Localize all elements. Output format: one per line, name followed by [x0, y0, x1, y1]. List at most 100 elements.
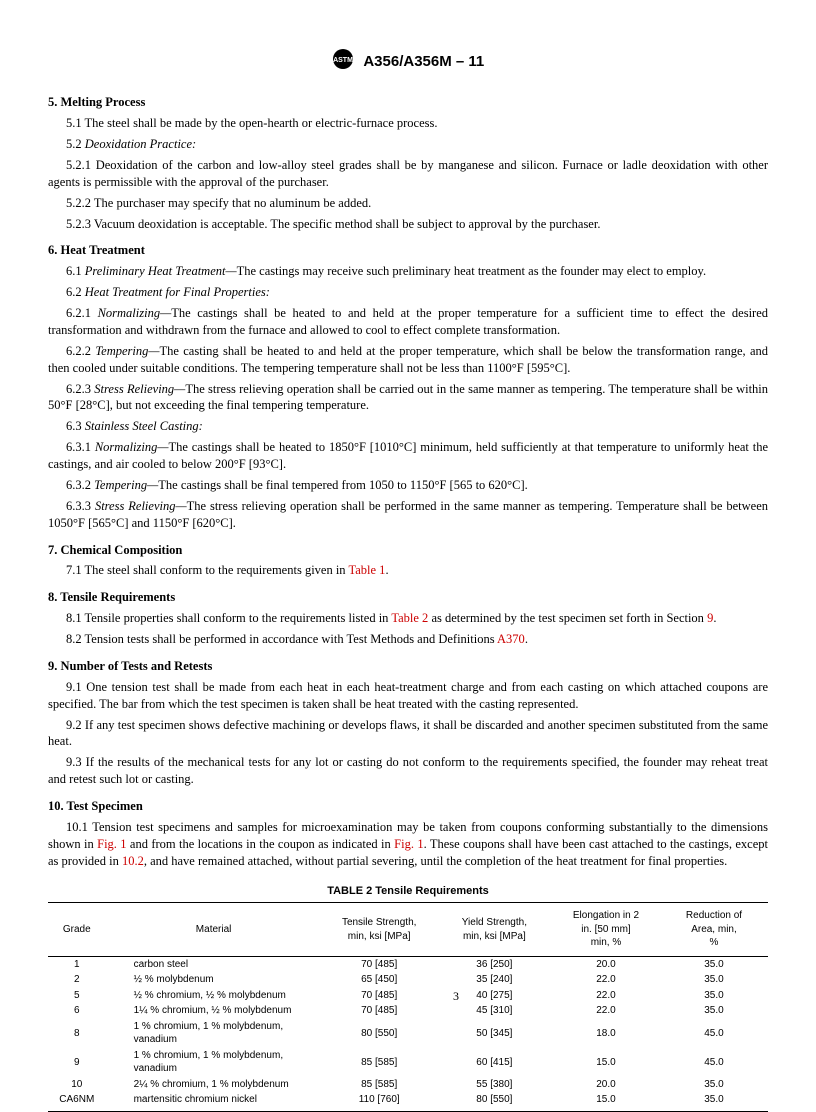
- table-cell: 35.0: [660, 1092, 768, 1111]
- table-cell: ½ % molybdenum: [106, 972, 322, 988]
- para-8-1: 8.1 Tensile properties shall conform to …: [48, 610, 768, 627]
- table-row: 61¼ % chromium, ½ % molybdenum70 [485]45…: [48, 1003, 768, 1019]
- para-9-1: 9.1 One tension test shall be made from …: [48, 679, 768, 713]
- section-7-heading: 7. Chemical Composition: [48, 542, 768, 559]
- p6-3-2-label: Tempering—: [94, 478, 158, 492]
- p8-2-a: 8.2 Tension tests shall be performed in …: [66, 632, 497, 646]
- fig-1-link-b[interactable]: Fig. 1: [394, 837, 423, 851]
- para-5-2-1: 5.2.1 Deoxidation of the carbon and low-…: [48, 157, 768, 191]
- para-6-3-2: 6.3.2 Tempering—The castings shall be fi…: [48, 477, 768, 494]
- table-cell: 8: [48, 1019, 106, 1048]
- table-row: 2½ % molybdenum65 [450]35 [240]22.035.0: [48, 972, 768, 988]
- p6-3-2-pre: 6.3.2: [66, 478, 94, 492]
- table-cell: 20.0: [552, 1077, 660, 1093]
- p6-3-3-label: Stress Relieving—: [95, 499, 187, 513]
- p8-2-b: .: [525, 632, 528, 646]
- col-tensile: Tensile Strength, min, ksi [MPa]: [322, 903, 437, 957]
- table-cell: 55 [380]: [437, 1077, 552, 1093]
- table-cell: 2: [48, 972, 106, 988]
- table-cell: 6: [48, 1003, 106, 1019]
- standard-number: A356/A356M – 11: [363, 53, 484, 70]
- table-cell: 50 [345]: [437, 1019, 552, 1048]
- para-9-3: 9.3 If the results of the mechanical tes…: [48, 754, 768, 788]
- p10-1-b: and from the locations in the coupon as …: [127, 837, 395, 851]
- table-cell: 2¼ % chromium, 1 % molybdenum: [106, 1077, 322, 1093]
- table-row: CA6NMmartensitic chromium nickel110 [760…: [48, 1092, 768, 1111]
- a370-link[interactable]: A370: [497, 632, 525, 646]
- para-10-1: 10.1 Tension test specimens and samples …: [48, 819, 768, 870]
- para-6-2: 6.2 Heat Treatment for Final Properties:: [48, 284, 768, 301]
- table-2-caption: TABLE 2 Tensile Requirements: [48, 884, 768, 899]
- p6-2-pre: 6.2: [66, 285, 85, 299]
- svg-text:ASTM: ASTM: [333, 57, 353, 64]
- table-row: 1carbon steel70 [485]36 [250]20.035.0: [48, 956, 768, 972]
- table-cell: 22.0: [552, 1003, 660, 1019]
- table-header-row: Grade Material Tensile Strength, min, ks…: [48, 903, 768, 957]
- table-cell: 80 [550]: [437, 1092, 552, 1111]
- p10-1-d: , and have remained attached, without pa…: [144, 854, 727, 868]
- p6-2-3-pre: 6.2.3: [66, 382, 94, 396]
- tensile-requirements-table: Grade Material Tensile Strength, min, ks…: [48, 902, 768, 1112]
- table-cell: 35.0: [660, 1003, 768, 1019]
- p6-2-2-label: Tempering—: [95, 344, 159, 358]
- table-cell: 1 % chromium, 1 % molybdenum, vanadium: [106, 1048, 322, 1077]
- table-cell: 15.0: [552, 1048, 660, 1077]
- para-6-3: 6.3 Stainless Steel Casting:: [48, 418, 768, 435]
- table-cell: 1¼ % chromium, ½ % molybdenum: [106, 1003, 322, 1019]
- p6-1-pre: 6.1: [66, 264, 85, 278]
- para-6-2-2: 6.2.2 Tempering—The casting shall be hea…: [48, 343, 768, 377]
- table-cell: martensitic chromium nickel: [106, 1092, 322, 1111]
- p7-1-b: .: [385, 563, 388, 577]
- p6-2-2-pre: 6.2.2: [66, 344, 95, 358]
- p6-2-label: Heat Treatment for Final Properties:: [85, 285, 270, 299]
- table-cell: 35.0: [660, 956, 768, 972]
- table-2-link[interactable]: Table 2: [391, 611, 428, 625]
- table-cell: 110 [760]: [322, 1092, 437, 1111]
- table-cell: 20.0: [552, 956, 660, 972]
- table-cell: 9: [48, 1048, 106, 1077]
- fig-1-link-a[interactable]: Fig. 1: [97, 837, 126, 851]
- table-cell: 85 [585]: [322, 1077, 437, 1093]
- table-1-link[interactable]: Table 1: [348, 563, 385, 577]
- p6-2-1-pre: 6.2.1: [66, 306, 98, 320]
- table-cell: 70 [485]: [322, 1003, 437, 1019]
- table-cell: 60 [415]: [437, 1048, 552, 1077]
- section-9-heading: 9. Number of Tests and Retests: [48, 658, 768, 675]
- table-cell: 45.0: [660, 1019, 768, 1048]
- p6-2-3-label: Stress Relieving—: [94, 382, 185, 396]
- p6-2-1-label: Normalizing—: [98, 306, 172, 320]
- para-5-2: 5.2 Deoxidation Practice:: [48, 136, 768, 153]
- table-cell: 45.0: [660, 1048, 768, 1077]
- col-material: Material: [106, 903, 322, 957]
- p6-1-body: The castings may receive such preliminar…: [237, 264, 707, 278]
- para-6-2-3: 6.2.3 Stress Relieving—The stress reliev…: [48, 381, 768, 415]
- para-5-2-num: 5.2: [66, 137, 85, 151]
- table-cell: 35.0: [660, 1077, 768, 1093]
- p8-1-a: 8.1 Tensile properties shall conform to …: [66, 611, 391, 625]
- para-6-2-1: 6.2.1 Normalizing—The castings shall be …: [48, 305, 768, 339]
- table-cell: CA6NM: [48, 1092, 106, 1111]
- p6-3-2-body: The castings shall be final tempered fro…: [158, 478, 528, 492]
- table-row: 81 % chromium, 1 % molybdenum, vanadium8…: [48, 1019, 768, 1048]
- para-6-3-3: 6.3.3 Stress Relieving—The stress reliev…: [48, 498, 768, 532]
- p8-1-b: as determined by the test specimen set f…: [428, 611, 707, 625]
- page-number: 3: [48, 988, 816, 1004]
- table-cell: carbon steel: [106, 956, 322, 972]
- para-6-1: 6.1 Preliminary Heat Treatment—The casti…: [48, 263, 768, 280]
- table-cell: 36 [250]: [437, 956, 552, 972]
- table-row: 91 % chromium, 1 % molybdenum, vanadium8…: [48, 1048, 768, 1077]
- p6-1-label: Preliminary Heat Treatment—: [85, 264, 237, 278]
- p6-3-3-pre: 6.3.3: [66, 499, 95, 513]
- para-9-2: 9.2 If any test specimen shows defective…: [48, 717, 768, 751]
- table-cell: 22.0: [552, 972, 660, 988]
- section-5-heading: 5. Melting Process: [48, 94, 768, 111]
- para-5-1: 5.1 The steel shall be made by the open-…: [48, 115, 768, 132]
- table-cell: 70 [485]: [322, 956, 437, 972]
- para-5-2-label: Deoxidation Practice:: [85, 137, 196, 151]
- table-cell: 1 % chromium, 1 % molybdenum, vanadium: [106, 1019, 322, 1048]
- section-10-2-link[interactable]: 10.2: [122, 854, 144, 868]
- document-header: ASTM A356/A356M – 11: [48, 48, 768, 76]
- para-8-2: 8.2 Tension tests shall be performed in …: [48, 631, 768, 648]
- table-cell: 15.0: [552, 1092, 660, 1111]
- section-10-heading: 10. Test Specimen: [48, 798, 768, 815]
